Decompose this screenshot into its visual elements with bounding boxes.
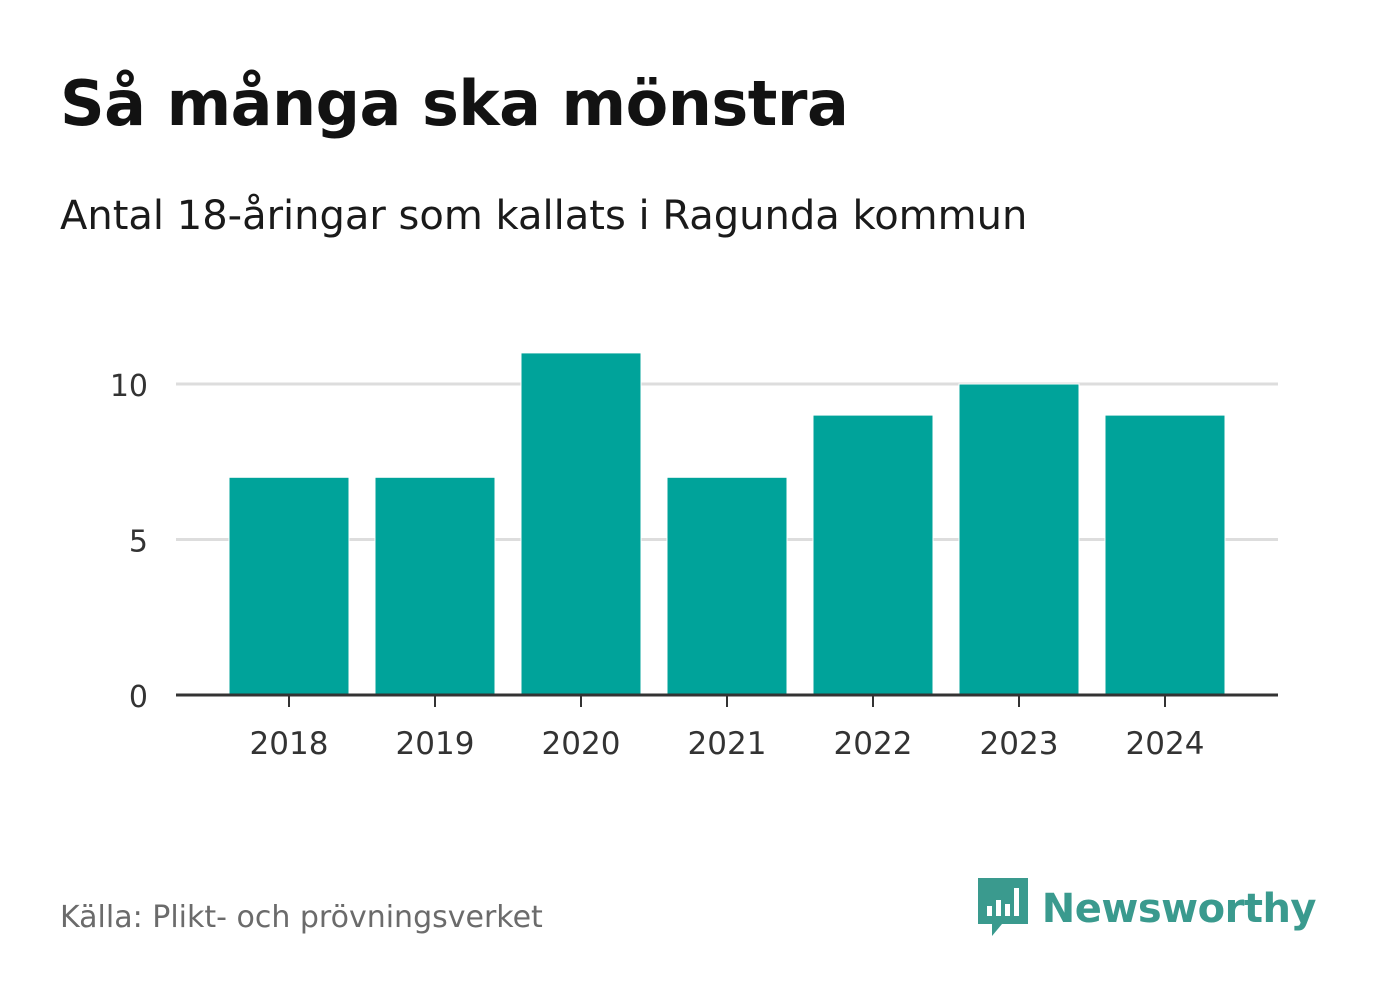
x-tick-label: 2022 — [834, 726, 913, 762]
bar-2024 — [1104, 414, 1226, 696]
y-tick-label: 0 — [129, 680, 148, 715]
bar-2023 — [958, 383, 1080, 696]
x-tick-label: 2018 — [250, 726, 329, 762]
x-tick-label: 2020 — [542, 726, 621, 762]
brand-name: Newsworthy — [1041, 886, 1317, 932]
chart-title: Så många ska mönstra — [60, 67, 849, 140]
bar-2019 — [374, 476, 496, 696]
bar-2020 — [520, 352, 642, 696]
bar-chart-speech-bubble-icon — [977, 878, 1028, 936]
y-tick-label: 10 — [110, 369, 148, 404]
tick-labels: 0 5 10 2018 2019 2020 2021 2022 2023 2024 — [110, 369, 1205, 762]
axes — [176, 693, 1278, 707]
y-tick-label: 5 — [129, 525, 148, 560]
x-tick-label: 2019 — [396, 726, 475, 762]
bar-2021 — [666, 476, 788, 696]
bar-2018 — [228, 476, 350, 696]
brand-logo[interactable]: Newsworthy — [977, 878, 1317, 940]
bars — [228, 352, 1226, 696]
x-tick-label: 2021 — [688, 726, 767, 762]
bar-2022 — [812, 414, 934, 696]
source-note: Källa: Plikt- och prövningsverket — [60, 900, 543, 935]
x-tick-label: 2023 — [980, 726, 1059, 762]
chart-subtitle: Antal 18-åringar som kallats i Ragunda k… — [60, 193, 1028, 239]
x-tick-label: 2024 — [1126, 726, 1205, 762]
bar-chart: 0 5 10 2018 2019 2020 2021 2022 2023 2024 — [110, 352, 1278, 762]
